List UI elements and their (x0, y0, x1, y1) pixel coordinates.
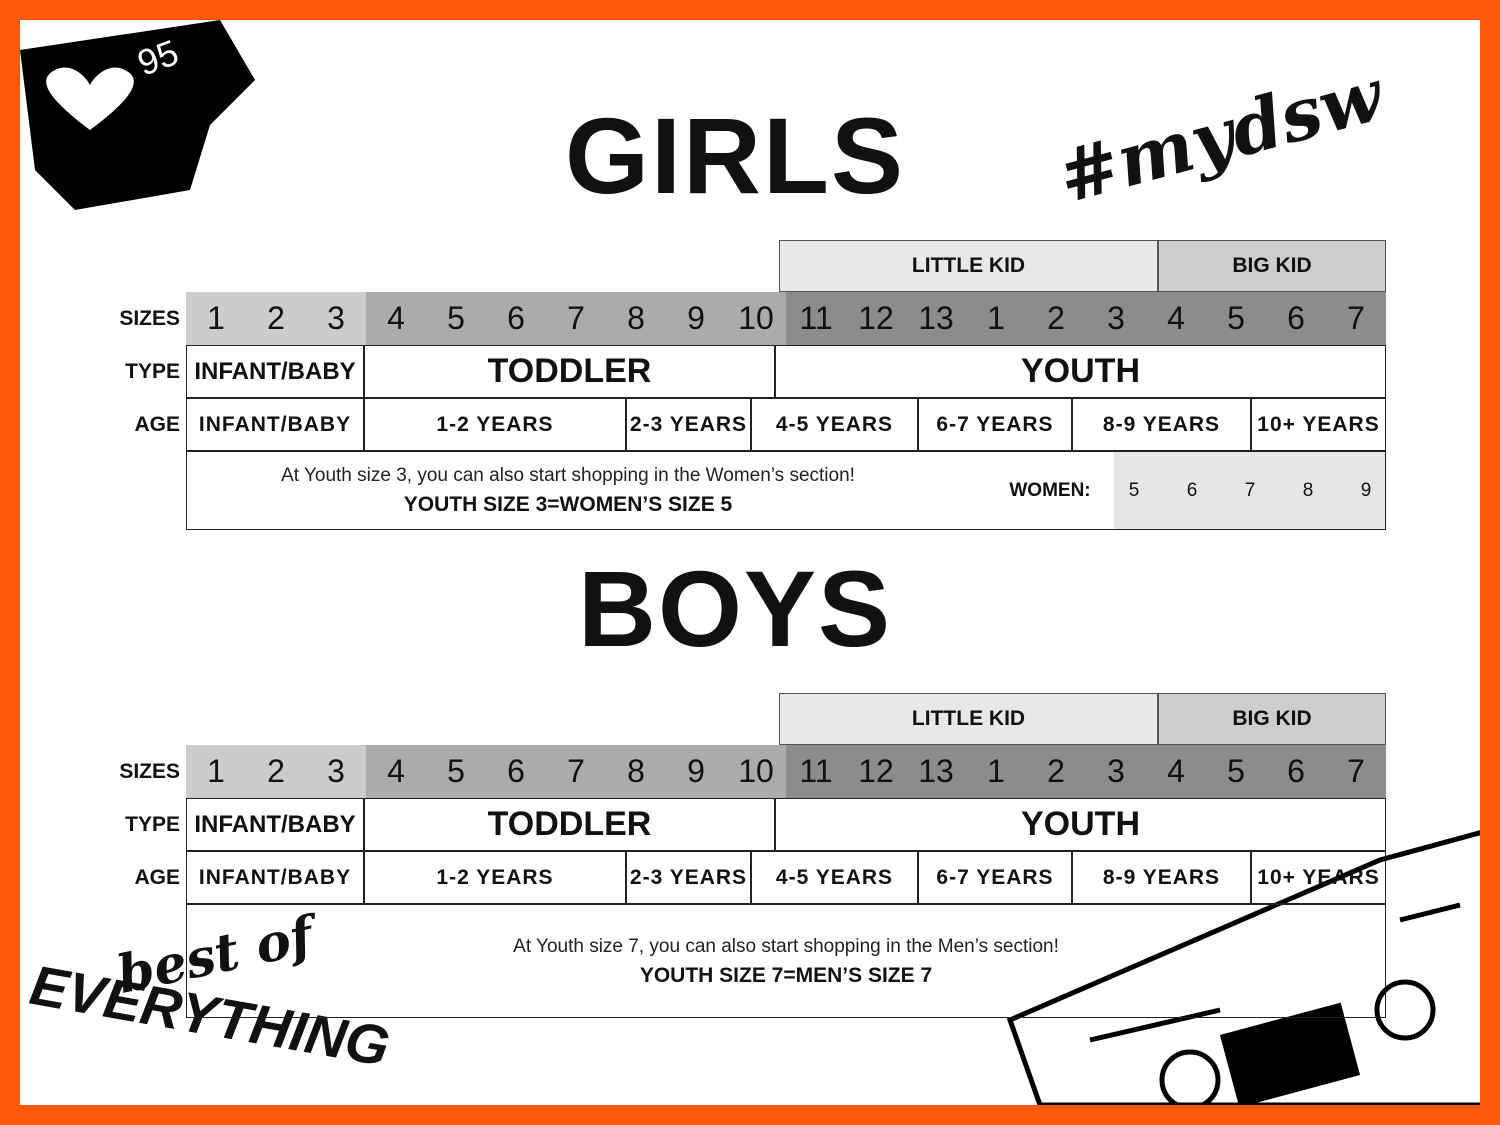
size-cell: 9 (666, 745, 726, 798)
age-cell: 1-2 YEARS (364, 851, 626, 904)
row-label: TYPE (125, 812, 180, 836)
type-cell: INFANT/BABY (186, 345, 364, 398)
type-cell: TODDLER (364, 345, 775, 398)
size-cell: 12 (846, 745, 906, 798)
note-row (186, 904, 1386, 1018)
group-header: LITTLE KID (779, 693, 1158, 745)
age-cell: 10+ YEARS (1251, 851, 1386, 904)
note-row (186, 451, 1386, 530)
cassette (1006, 830, 1480, 1105)
note-emphasis: YOUTH SIZE 7=MEN’S SIZE 7 (639, 964, 933, 987)
size-cell: 2 (1026, 292, 1086, 345)
size-cell: 10 (726, 292, 786, 345)
size-cell: 6 (1266, 745, 1326, 798)
women-size: 5 (1128, 479, 1140, 501)
size-cell: 4 (1146, 745, 1206, 798)
size-cell: 8 (606, 745, 666, 798)
age-cell: 6-7 YEARS (918, 851, 1072, 904)
note-text: At Youth size 3, you can also start shop… (281, 465, 855, 486)
age-cell: 10+ YEARS (1251, 398, 1386, 451)
size-cell: 3 (1086, 745, 1146, 798)
age-cell: 2-3 YEARS (626, 851, 751, 904)
size-cell: 7 (1326, 745, 1386, 798)
size-cell: 6 (486, 745, 546, 798)
size-cell: 3 (306, 745, 366, 798)
row-label: AGE (134, 865, 180, 889)
row-label: SIZES (119, 306, 180, 330)
type-cell: YOUTH (775, 345, 1386, 398)
size-cell: 6 (1266, 292, 1326, 345)
size-cell: 6 (486, 292, 546, 345)
size-cell: 13 (906, 745, 966, 798)
row-label: SIZES (119, 759, 180, 783)
size-cell: 4 (1146, 292, 1206, 345)
type-cell: INFANT/BABY (186, 798, 364, 851)
type-cell: TODDLER (364, 798, 775, 851)
size-cell: 3 (1086, 292, 1146, 345)
size-cell: 10 (726, 745, 786, 798)
badge-shape (20, 20, 255, 210)
women-label: WOMEN: (1009, 479, 1091, 501)
age-cell: 4-5 YEARS (751, 851, 918, 904)
size-cell: 4 (366, 745, 426, 798)
age-cell: 8-9 YEARS (1072, 398, 1251, 451)
size-cell: 5 (1206, 292, 1266, 345)
size-cell: 3 (306, 292, 366, 345)
size-cell: 5 (426, 292, 486, 345)
women-size: 7 (1244, 479, 1256, 501)
size-cell: 9 (666, 292, 726, 345)
group-header: BIG KID (1158, 693, 1386, 745)
size-cell: 4 (366, 292, 426, 345)
heart-icon (46, 67, 134, 130)
age-cell: 1-2 YEARS (364, 398, 626, 451)
size-cell: 11 (786, 745, 846, 798)
size-cell: 7 (546, 292, 606, 345)
size-cell: 1 (966, 745, 1026, 798)
age-cell: 6-7 YEARS (918, 398, 1072, 451)
note-text: At Youth size 7, you can also start shop… (513, 936, 1059, 957)
row-label: TYPE (125, 359, 180, 383)
section-title: BOYS (577, 547, 893, 669)
group-header: LITTLE KID (779, 240, 1158, 292)
size-cell: 2 (246, 745, 306, 798)
decorations (20, 20, 1480, 1105)
age-cell: INFANT/BABY (186, 851, 364, 904)
women-size: 9 (1360, 479, 1372, 501)
women-size: 8 (1302, 479, 1314, 501)
size-cell: 12 (846, 292, 906, 345)
size-cell: 5 (1206, 745, 1266, 798)
size-cell: 8 (606, 292, 666, 345)
size-cell: 1 (186, 292, 246, 345)
size-cell: 1 (186, 745, 246, 798)
age-cell: INFANT/BABY (186, 398, 364, 451)
row-label: AGE (134, 412, 180, 436)
type-cell: YOUTH (775, 798, 1386, 851)
size-cell: 5 (426, 745, 486, 798)
women-bg (1114, 452, 1385, 529)
women-size: 6 (1186, 479, 1198, 501)
size-cell: 11 (786, 292, 846, 345)
size-cell: 2 (246, 292, 306, 345)
size-cell: 7 (1326, 292, 1386, 345)
section-title: GIRLS (564, 94, 905, 216)
size-cell: 1 (966, 292, 1026, 345)
size-cell: 7 (546, 745, 606, 798)
size-cell: 13 (906, 292, 966, 345)
group-header: BIG KID (1158, 240, 1386, 292)
age-cell: 4-5 YEARS (751, 398, 918, 451)
age-cell: 2-3 YEARS (626, 398, 751, 451)
size-cell: 2 (1026, 745, 1086, 798)
note-emphasis: YOUTH SIZE 3=WOMEN’S SIZE 5 (403, 493, 733, 516)
age-cell: 8-9 YEARS (1072, 851, 1251, 904)
